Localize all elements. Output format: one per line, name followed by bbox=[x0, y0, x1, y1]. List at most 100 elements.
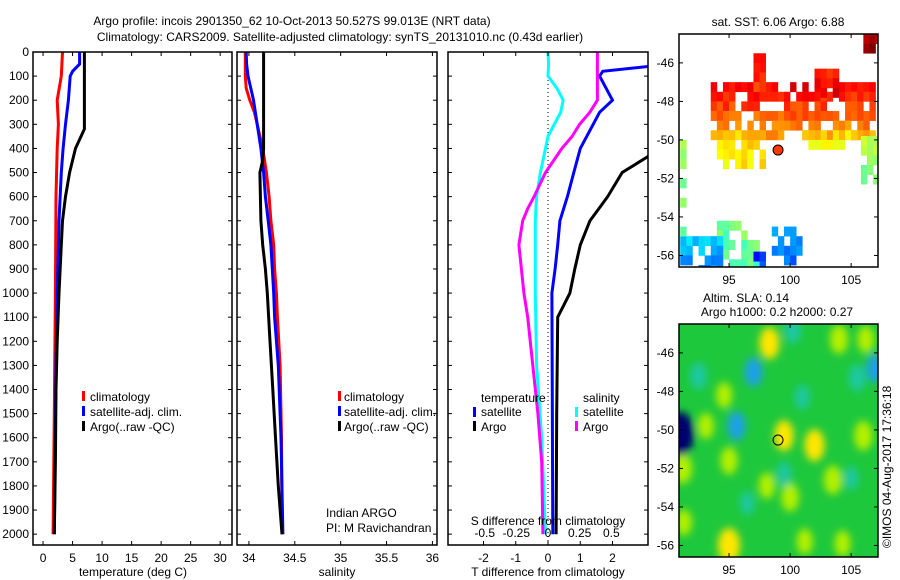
sst-cell bbox=[863, 34, 870, 44]
series-argo-raw-qc- bbox=[52, 52, 86, 535]
sst-cell bbox=[838, 91, 846, 102]
sst-cell bbox=[729, 149, 736, 160]
sst-cell bbox=[814, 78, 821, 89]
sst-cell bbox=[753, 62, 760, 73]
sst-cell bbox=[741, 82, 748, 93]
sst-cell bbox=[796, 111, 803, 121]
sst-cell bbox=[710, 82, 718, 93]
sst-cell bbox=[710, 265, 718, 267]
sst-cell bbox=[722, 120, 730, 131]
sst-cell bbox=[873, 145, 878, 156]
sst-cell bbox=[814, 130, 821, 141]
x-tick-label: -1 bbox=[510, 551, 521, 565]
sst-cell bbox=[826, 91, 834, 102]
sst-cell bbox=[735, 82, 742, 93]
sst-cell bbox=[860, 136, 868, 146]
sst-cell bbox=[869, 101, 876, 112]
sla-positive-anomaly bbox=[716, 382, 733, 409]
sst-cell bbox=[790, 245, 797, 256]
sst-cell bbox=[820, 101, 828, 112]
temperature-panel: 0100200300400500600700800900100011001200… bbox=[2, 45, 233, 565]
sst-cell bbox=[735, 120, 742, 131]
sst-cell bbox=[747, 249, 754, 260]
sla-negative-anomaly bbox=[866, 353, 878, 383]
sst-cell bbox=[753, 259, 760, 267]
sst-cell bbox=[747, 120, 754, 131]
sst-cell bbox=[771, 120, 779, 131]
sst-cell bbox=[873, 136, 878, 146]
sla-positive-anomaly bbox=[834, 530, 851, 557]
sst-cell bbox=[808, 111, 815, 121]
legend-s-satellite: satellite bbox=[583, 405, 624, 419]
series-satellite-adj-clim- bbox=[244, 52, 285, 535]
sst-cell bbox=[716, 220, 724, 231]
series-s-argo bbox=[517, 52, 599, 535]
sst-cell bbox=[735, 149, 742, 160]
sst-cell bbox=[680, 149, 687, 160]
sst-cell bbox=[783, 255, 791, 266]
x-tick-label: 1 bbox=[577, 551, 584, 565]
sla-negative-anomaly bbox=[679, 411, 695, 456]
legend-satellite: satellite-adj. clim. bbox=[344, 405, 436, 419]
sst-cell bbox=[759, 120, 766, 131]
sst-cell bbox=[729, 240, 736, 250]
sst-cell bbox=[845, 91, 852, 102]
sst-cell bbox=[838, 130, 846, 141]
sla-positive-anomaly bbox=[697, 413, 714, 440]
sst-cell bbox=[735, 130, 742, 141]
sst-cell bbox=[759, 53, 766, 64]
y-tick-label: -54 bbox=[657, 210, 675, 224]
y-tick-label: 800 bbox=[9, 238, 29, 252]
sst-cell bbox=[802, 111, 809, 121]
sst-cell bbox=[771, 130, 779, 141]
sst-cell bbox=[704, 265, 712, 267]
sla-positive-anomaly bbox=[720, 446, 738, 475]
sst-cell bbox=[860, 174, 868, 185]
difference-xlabel: T difference from climatology bbox=[471, 565, 625, 579]
sst-cell bbox=[802, 82, 809, 93]
sst-cell bbox=[845, 101, 852, 112]
sst-cell bbox=[832, 111, 840, 121]
sst-cell bbox=[759, 251, 766, 262]
sst-cell bbox=[826, 130, 834, 141]
sst-cell bbox=[867, 145, 874, 156]
x-tick-label: 95 bbox=[722, 563, 736, 577]
sst-cell bbox=[873, 155, 878, 166]
sla-positive-anomaly bbox=[857, 325, 875, 354]
sst-cell bbox=[747, 130, 754, 141]
y-tick-label: 1600 bbox=[2, 431, 29, 445]
sla-negative-anomaly bbox=[727, 411, 746, 441]
series-t-argo bbox=[554, 154, 648, 535]
sst-cell bbox=[759, 149, 766, 160]
sst-cell bbox=[722, 139, 730, 150]
sst-cell bbox=[753, 240, 760, 250]
legend-climatology: climatology bbox=[344, 390, 404, 404]
temperature-xlabel: temperature (deg C) bbox=[79, 565, 187, 579]
series-climatology bbox=[243, 52, 284, 535]
sst-cell bbox=[741, 249, 748, 260]
sst-cell bbox=[873, 174, 878, 185]
sst-cell bbox=[710, 111, 718, 121]
sst-cell bbox=[832, 130, 840, 141]
sst-cell bbox=[796, 236, 803, 247]
x-tick-label: 30 bbox=[214, 551, 228, 565]
sst-cell bbox=[851, 111, 858, 121]
map-frame bbox=[678, 33, 879, 268]
x2-tick-label: 0 bbox=[545, 526, 552, 540]
sst-cell bbox=[716, 130, 724, 141]
title-line-1: Argo profile: incois 2901350_62 10-Oct-2… bbox=[93, 14, 490, 28]
sst-cell bbox=[863, 82, 870, 93]
sst-cell bbox=[741, 101, 748, 112]
sst-cell bbox=[820, 87, 828, 98]
sst-cell bbox=[869, 82, 876, 93]
sla-positive-anomaly bbox=[679, 453, 693, 484]
temperature-legend: climatology satellite-adj. clim. Argo(..… bbox=[82, 390, 182, 434]
sst-cell bbox=[771, 245, 779, 256]
sst-cell bbox=[735, 159, 742, 170]
sla-negative-anomaly bbox=[794, 384, 810, 410]
sst-cell bbox=[869, 91, 876, 102]
sst-cell bbox=[729, 220, 736, 231]
legend-marker-s-satellite bbox=[575, 407, 578, 417]
sst-cell bbox=[845, 130, 852, 141]
sst-cell bbox=[716, 111, 724, 121]
